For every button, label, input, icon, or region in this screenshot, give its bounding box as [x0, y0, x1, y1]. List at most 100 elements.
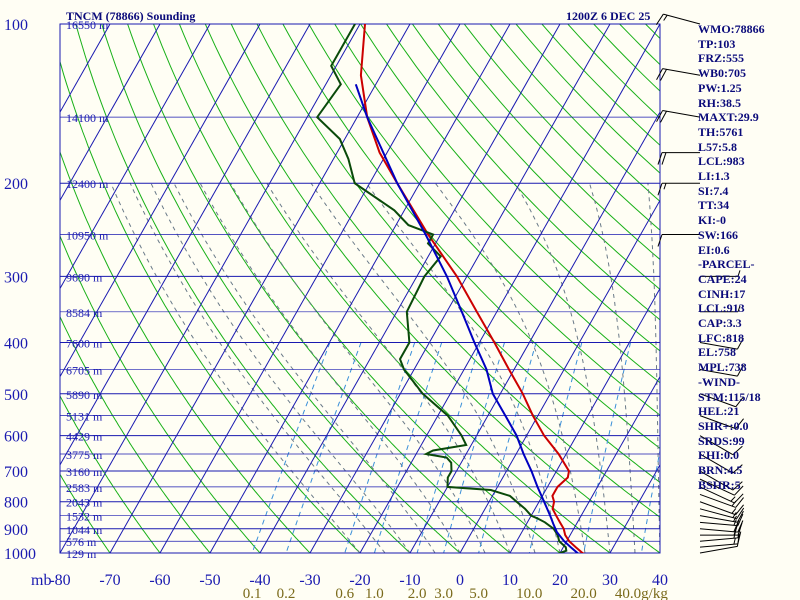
height-label: 10950 m — [66, 229, 109, 243]
height-label: 16550 m — [66, 18, 109, 32]
wind-barb-shaft — [699, 501, 736, 516]
index-line: LFC:818 — [698, 330, 744, 345]
index-line: SRDS:99 — [698, 433, 745, 448]
isotherm — [60, 24, 311, 466]
wind-barb-shaft — [699, 393, 736, 408]
moist-adiabat — [365, 182, 561, 553]
wind-barb-flag — [737, 305, 741, 312]
mixing-ratio-label: 0.1 — [243, 586, 262, 600]
temp-tick-label: -40 — [249, 572, 270, 589]
isotherm — [60, 24, 361, 553]
height-label: 6705 m — [66, 364, 103, 378]
temp-tick-label: -60 — [149, 572, 170, 589]
wind-barb-shaft — [699, 543, 738, 548]
grid-layer — [60, 24, 660, 553]
mixing-ratio-label: 5.0 — [469, 586, 488, 600]
wind-barb-flag — [732, 445, 743, 456]
wind-barb-flag — [656, 68, 664, 81]
wind-barb — [699, 513, 744, 527]
index-line: MAXT:29.9 — [698, 110, 759, 125]
wind-barb-flag — [736, 510, 744, 523]
wind-barb-shaft — [699, 453, 734, 474]
pressure-tick-label: 1000 — [4, 546, 36, 563]
wind-barb-flag — [732, 481, 743, 491]
index-line: WB0:705 — [698, 66, 746, 81]
wind-barb — [699, 478, 744, 496]
index-line: TH:5761 — [698, 124, 744, 139]
mixing-ratio-label: 2.0 — [408, 586, 427, 600]
wind-barb — [699, 531, 742, 548]
wind-barb-shaft — [699, 341, 738, 350]
index-line: LCL:983 — [698, 154, 745, 169]
wind-barb-shaft — [699, 369, 738, 377]
wind-barb-flag — [731, 508, 737, 514]
wind-barb-flag — [655, 13, 664, 25]
wind-barb-flag — [730, 496, 736, 502]
moist-adiabat — [589, 183, 636, 553]
wind-barb — [699, 337, 744, 350]
index-line: EI:0.6 — [698, 242, 730, 257]
valid-time: 1200Z 6 DEC 25 — [566, 9, 651, 23]
plot-frame — [59, 23, 661, 554]
temp-tick-label: 20 — [552, 572, 568, 589]
wind-barb-flag — [663, 183, 667, 190]
mixing-ratio-line — [583, 342, 631, 553]
wind-barb-flag — [733, 537, 736, 545]
pressure-tick-label: 200 — [4, 176, 28, 193]
height-label: 3160 m — [66, 465, 103, 479]
index-line: EL:758 — [698, 345, 737, 360]
isotherm — [109, 24, 411, 553]
moist-adiabat — [110, 182, 361, 553]
index-line: KI:-0 — [698, 213, 726, 228]
wind-barb-flag — [657, 183, 663, 196]
wind-barb-flag — [736, 364, 744, 377]
index-line: MPL:738 — [698, 360, 747, 375]
wind-barb — [699, 507, 745, 520]
temp-tick-label: 10 — [502, 572, 518, 589]
pressure-tick-label: 700 — [4, 464, 28, 481]
index-line: -WIND- — [698, 374, 740, 389]
mixing-ratio-label: 20.0 — [570, 586, 596, 600]
isotherm — [459, 199, 660, 553]
temperature-trace — [359, 24, 585, 553]
temp-tick-label: 30 — [602, 572, 618, 589]
wind-barb-flag — [734, 493, 744, 504]
index-line: STM:115/18 — [698, 389, 761, 404]
wind-barb — [657, 152, 700, 165]
pressure-tick-label: 100 — [4, 17, 28, 34]
wind-barb-flag — [656, 110, 664, 122]
pressure-tick-label: 500 — [4, 387, 28, 404]
isotherm — [259, 24, 561, 553]
pressure-tick-label: 900 — [4, 522, 28, 539]
mixing-ratio-line — [344, 342, 416, 553]
wind-barb-flag — [735, 504, 744, 516]
wind-barb — [699, 364, 744, 377]
height-label: 5131 m — [66, 410, 103, 424]
index-line: LI:1.3 — [698, 169, 730, 184]
height-label: 129 m — [66, 547, 97, 561]
dry-adiabat — [256, 24, 660, 484]
chart-title: TNCM (78866) Sounding — [66, 9, 196, 23]
wind-barb — [699, 470, 743, 491]
isotherm — [60, 24, 161, 202]
moist-adiabat — [434, 182, 586, 553]
indices-panel: WMO:78866 TP:103 FRZ:555 WB0:705 PW:1.25 RH:3… — [698, 22, 765, 493]
wind-barb-shaft — [699, 486, 735, 504]
wind-barb-shaft — [662, 110, 701, 118]
temp-tick-label: -20 — [349, 572, 370, 589]
wind-barb — [699, 393, 744, 408]
dry-adiabat — [593, 24, 660, 92]
mixing-ratio-line — [285, 342, 362, 553]
wind-barb-flag — [737, 520, 744, 533]
index-line: PW:1.25 — [698, 80, 742, 95]
wind-barb — [700, 270, 741, 277]
wind-barb-shaft — [699, 435, 734, 456]
temp-tick-label: -30 — [299, 572, 320, 589]
temp-tick-label: 40 — [652, 572, 668, 589]
temp-tick-label: -50 — [199, 572, 220, 589]
wind-barb-shaft — [699, 515, 738, 523]
wind-barb-flag — [737, 270, 741, 277]
moist-adiabat — [199, 182, 461, 553]
temp-tick-label: -10 — [399, 572, 420, 589]
